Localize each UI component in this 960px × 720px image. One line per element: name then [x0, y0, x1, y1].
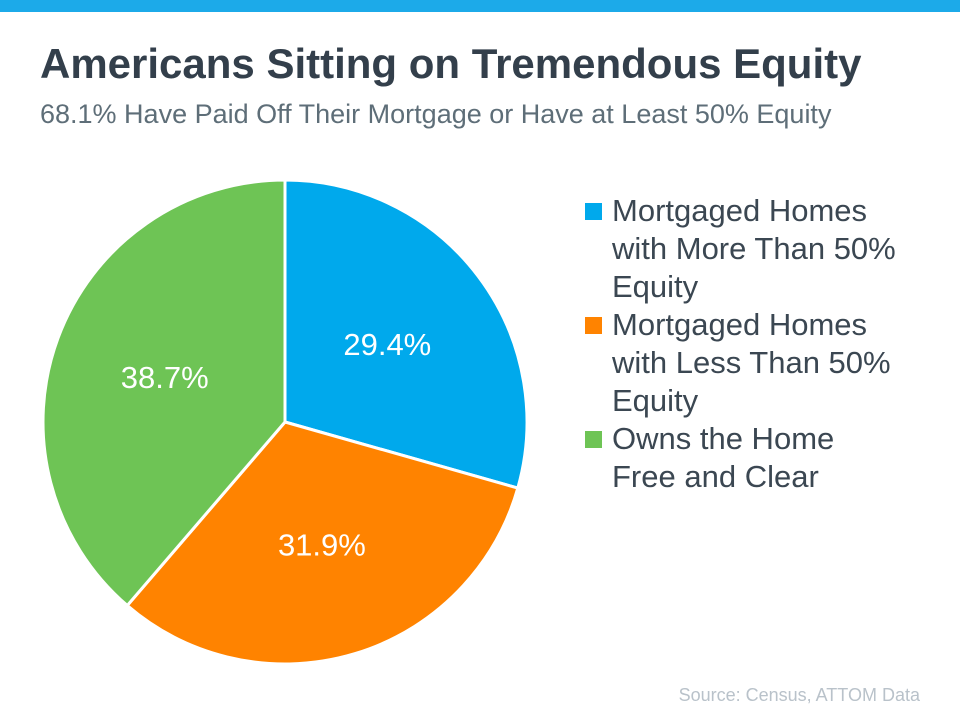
- chart-legend: Mortgaged Homes with More Than 50% Equity M…: [585, 192, 925, 496]
- pie-slice-2: [41, 178, 287, 608]
- source-attribution: Source: Census, ATTOM Data: [678, 685, 920, 705]
- page-subtitle: 68.1% Have Paid Off Their Mortgage or Ha…: [40, 99, 832, 130]
- legend-marker-icon-0: [585, 203, 602, 220]
- page-title: Americans Sitting on Tremendous Equity: [40, 40, 862, 87]
- legend-item-2: Owns the Home Free and Clear: [585, 420, 925, 496]
- legend-marker-icon-2: [585, 431, 602, 448]
- pie-chart: 29.4% 31.9% 38.7%: [41, 178, 529, 666]
- pie-slice-label-1: 31.9%: [278, 527, 366, 562]
- header: Americans Sitting on Tremendous Equity 6…: [40, 40, 920, 130]
- legend-label-1: Mortgaged Homes with Less Than 50% Equity: [612, 307, 891, 418]
- top-accent-bar: [0, 0, 960, 12]
- legend-item-0: Mortgaged Homes with More Than 50% Equity: [585, 192, 925, 306]
- legend-marker-icon-1: [585, 317, 602, 334]
- pie-slice-label-0: 29.4%: [343, 327, 431, 362]
- pie-slice-1: [125, 420, 520, 666]
- legend-label-0: Mortgaged Homes with More Than 50% Equity: [612, 193, 896, 304]
- legend-item-1: Mortgaged Homes with Less Than 50% Equity: [585, 306, 925, 420]
- pie-slice-0: [283, 178, 529, 490]
- pie-slice-label-2: 38.7%: [121, 360, 209, 395]
- legend-label-2: Owns the Home Free and Clear: [612, 421, 835, 494]
